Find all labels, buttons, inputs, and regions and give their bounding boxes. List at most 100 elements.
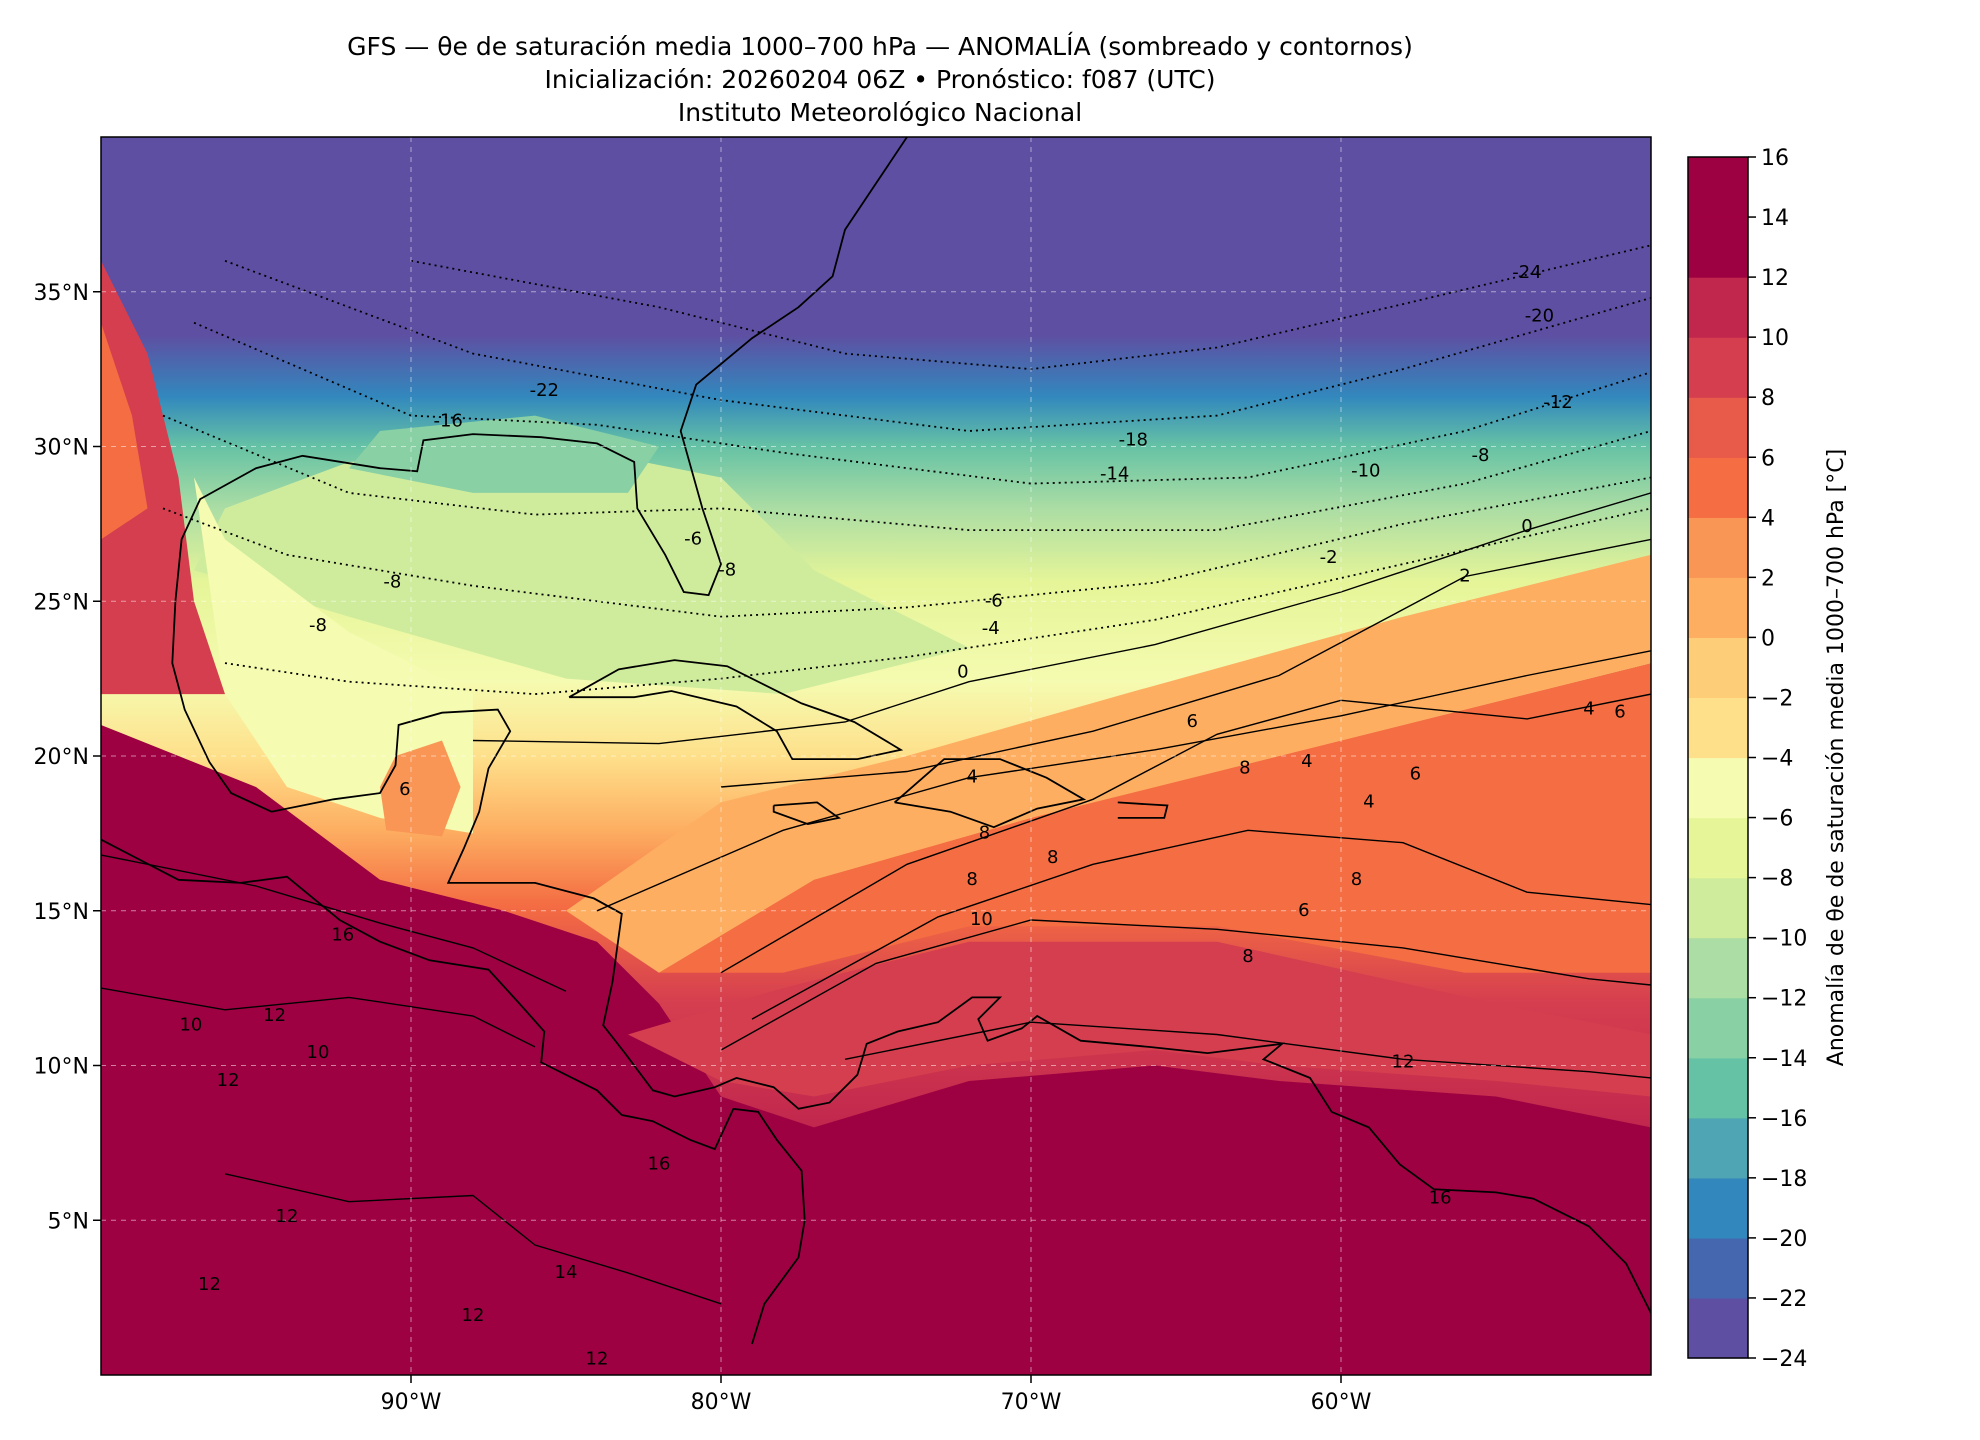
colorbar-bin bbox=[1688, 397, 1748, 458]
contour-label: 12 bbox=[586, 1349, 609, 1370]
contour-10 bbox=[720, 919, 1651, 1051]
contour-label: 16 bbox=[1429, 1188, 1452, 1209]
map-subtitle-run: Inicialización: 20260204 06Z • Pronóstic… bbox=[544, 65, 1216, 94]
contour-label: 4 bbox=[1583, 699, 1594, 720]
colorbar: −24−22−20−18−16−14−12−10−8−6−4−202468101… bbox=[1687, 146, 1807, 1372]
colorbar-bin bbox=[1688, 337, 1748, 398]
contour-0 bbox=[472, 492, 1651, 745]
colorbar-bin bbox=[1688, 937, 1748, 999]
colorbar-bin bbox=[1688, 1057, 1748, 1119]
y-axis: 35°N 30°N 25°N 20°N 15°N 10°N 5°N bbox=[34, 281, 101, 1234]
contour-label: -20 bbox=[1525, 306, 1554, 327]
contour-label: 10 bbox=[179, 1014, 202, 1035]
y-tick-label: 15°N bbox=[34, 900, 89, 925]
contour-label: 12 bbox=[217, 1070, 240, 1091]
contour-label: -4 bbox=[982, 618, 1000, 639]
colorbar-bin bbox=[1688, 577, 1748, 638]
contour-label: -22 bbox=[530, 380, 559, 401]
contour-labels: -24-22-20-18-16-14-12-10-8-8-8-8-6-6-4-2… bbox=[179, 262, 1625, 1369]
colorbar-tick-label: 8 bbox=[1761, 386, 1775, 411]
patch-west-hot bbox=[101, 322, 148, 540]
colorbar-bin bbox=[1688, 877, 1748, 939]
contour-label: -8 bbox=[1472, 445, 1490, 466]
contour-6 bbox=[720, 693, 1651, 974]
colorbar-label: Anomalía de θe de saturación media 1000–… bbox=[1824, 449, 1849, 1066]
colorbar-tick-label: −14 bbox=[1761, 1047, 1807, 1072]
coast-north-america-east bbox=[171, 137, 1651, 1314]
colorbar-tick-label: −4 bbox=[1761, 747, 1793, 772]
coast-pacific-central-america bbox=[101, 838, 806, 1345]
contour-label: 6 bbox=[1298, 900, 1309, 921]
colorbar-bin bbox=[1688, 1177, 1748, 1239]
contour-label: 2 bbox=[1459, 565, 1470, 586]
contour-label: 12 bbox=[462, 1305, 485, 1326]
contour-label: -8 bbox=[309, 615, 327, 636]
colorbar-tick-label: −12 bbox=[1761, 987, 1807, 1012]
contour-label: 8 bbox=[1047, 847, 1058, 868]
contour-label: -12 bbox=[1543, 392, 1572, 413]
colorbar-tick-label: −10 bbox=[1761, 927, 1807, 952]
coast-puerto-rico bbox=[1117, 801, 1169, 819]
contour-label: 12 bbox=[276, 1206, 299, 1227]
contour-label: -8 bbox=[718, 559, 736, 580]
patch-antilles bbox=[566, 554, 1651, 973]
colorbar-bin bbox=[1688, 217, 1748, 278]
contour-label: 6 bbox=[1614, 702, 1625, 723]
colorbar-tick-label: −8 bbox=[1761, 867, 1793, 892]
contour-12-pacific bbox=[101, 987, 536, 1048]
colorbar-bin bbox=[1688, 517, 1748, 578]
patch-yucatan bbox=[380, 740, 461, 837]
contour-label: 10 bbox=[307, 1042, 330, 1063]
patch-gulf-coast bbox=[349, 415, 659, 493]
colorbar-bin bbox=[1688, 1117, 1748, 1179]
contour-label: 6 bbox=[1186, 711, 1197, 732]
patch-mexico-cool bbox=[194, 477, 473, 834]
contour-label: 8 bbox=[979, 822, 990, 843]
contour-minus-20 bbox=[224, 259, 1651, 432]
colorbar-tick-label: −6 bbox=[1761, 807, 1793, 832]
contour-label: 16 bbox=[648, 1154, 671, 1175]
coast-jamaica bbox=[772, 801, 842, 826]
contour-label: 6 bbox=[1410, 764, 1421, 785]
coastlines bbox=[101, 137, 1651, 1345]
contour-label: 8 bbox=[1351, 869, 1362, 890]
coast-cuba bbox=[568, 659, 904, 760]
colorbar-bin bbox=[1688, 457, 1748, 518]
contour-label: 12 bbox=[263, 1005, 286, 1026]
x-axis: 90°W 80°W 70°W 60°W bbox=[381, 1375, 1372, 1415]
coast-hispaniola bbox=[894, 758, 1087, 829]
contour-label: 8 bbox=[966, 869, 977, 890]
contour-4 bbox=[596, 650, 1651, 912]
colorbar-tick-label: 14 bbox=[1761, 206, 1789, 231]
y-tick-label: 20°N bbox=[34, 745, 89, 770]
colorbar-bin bbox=[1688, 757, 1748, 819]
contour-label: -18 bbox=[1119, 429, 1148, 450]
contour-label: -6 bbox=[684, 528, 702, 549]
contour-minus-4 bbox=[224, 507, 1651, 696]
colorbar-tick-label: −22 bbox=[1761, 1287, 1807, 1312]
colorbar-bin bbox=[1688, 697, 1748, 759]
contour-label: 8 bbox=[1242, 946, 1253, 967]
colorbar-tick-label: −20 bbox=[1761, 1227, 1807, 1252]
colorbar-tick-label: 12 bbox=[1761, 266, 1789, 291]
contour-8 bbox=[751, 829, 1651, 1020]
colorbar-tick-label: −18 bbox=[1761, 1167, 1807, 1192]
y-tick-label: 10°N bbox=[34, 1055, 89, 1080]
colorbar-bin bbox=[1688, 637, 1748, 699]
contour-label: 12 bbox=[198, 1274, 221, 1295]
contour-minus-8 bbox=[162, 476, 1651, 618]
colorbar-tick-label: −16 bbox=[1761, 1107, 1807, 1132]
contour-label: -14 bbox=[1100, 463, 1129, 484]
colorbar-tick-label: −2 bbox=[1761, 686, 1793, 711]
y-tick-label: 35°N bbox=[34, 281, 89, 306]
colorbar-tick-label: 2 bbox=[1761, 566, 1775, 591]
patch-west-warm bbox=[101, 260, 225, 695]
colorbar-tick-label: 10 bbox=[1761, 326, 1789, 351]
map-title-block: GFS — θe de saturación media 1000–700 hP… bbox=[100, 30, 1660, 129]
contour-2 bbox=[720, 538, 1651, 788]
colorbar-tick-label: 6 bbox=[1761, 446, 1775, 471]
colorbar-bin bbox=[1688, 157, 1748, 218]
colorbar-bin bbox=[1688, 1297, 1748, 1359]
contour-16 bbox=[101, 854, 567, 992]
